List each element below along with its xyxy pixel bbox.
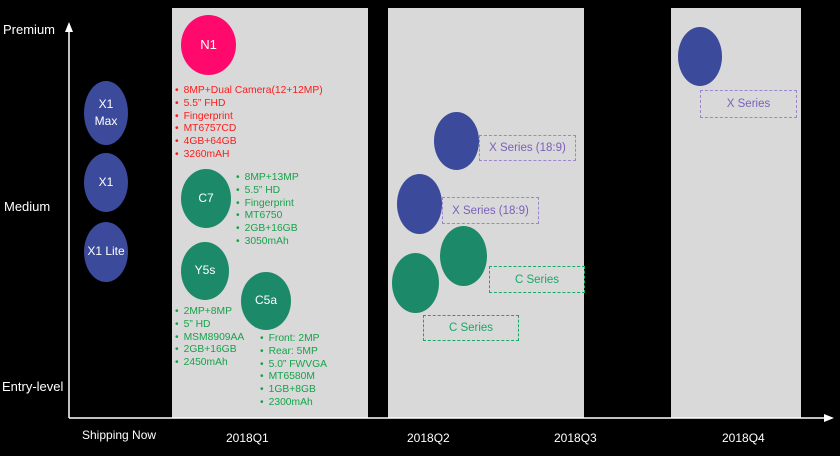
bubble-c7: C7: [181, 169, 231, 228]
bubble-x1: X1: [84, 153, 128, 212]
y-label-medium: Medium: [4, 199, 51, 214]
bubble-c-series-upper: [440, 226, 487, 286]
spec-item: 5.5” HD: [236, 185, 299, 198]
spec-item: MT6750: [236, 210, 299, 223]
spec-item: 5.0” FWVGA: [260, 359, 327, 372]
spec-item: 2GB+16GB: [175, 344, 244, 357]
spec-list-n1: 8MP+Dual Camera(12+12MP) 5.5” FHD Finger…: [175, 85, 323, 162]
spec-item: 8MP+13MP: [236, 172, 299, 185]
y-label-premium: Premium: [3, 22, 56, 37]
bubble-c-series-lower: [392, 253, 439, 313]
spec-item: MSM8909AA: [175, 332, 245, 345]
spec-item: 3260mAH: [175, 149, 323, 162]
spec-item: 5.5” FHD: [175, 98, 323, 111]
label-c-series-lower: C Series: [423, 315, 519, 341]
bubble-x-series-upper: [434, 112, 479, 170]
spec-list-c5a: Front: 2MP Rear: 5MP 5.0” FWVGA MT6580M …: [260, 333, 327, 410]
spec-item: Rear: 5MP: [260, 346, 327, 359]
spec-item: 8MP+Dual Camera(12+12MP): [175, 85, 323, 98]
spec-item: 1GB+8GB: [260, 384, 327, 397]
label-x-series-18-9-lower: X Series (18:9): [442, 197, 539, 224]
x-label-2018q2: 2018Q2: [407, 431, 450, 445]
bubble-x-series-q4: [678, 27, 722, 86]
bubble-x1-max: X1 Max: [84, 81, 128, 145]
x-label-2018q3: 2018Q3: [554, 431, 597, 445]
spec-list-y5s: 2MP+8MP 5” HD MSM8909AA 2GB+16GB 2450mAh: [175, 306, 245, 370]
bubble-c5a: C5a: [241, 272, 291, 330]
label-c-series-upper: C Series: [489, 266, 585, 293]
spec-item: 2450mAh: [175, 357, 244, 370]
spec-list-c7: 8MP+13MP 5.5” HD Fingerprint MT6750 2GB+…: [236, 172, 299, 249]
y-label-entry: Entry-level: [2, 379, 64, 394]
spec-item: Front: 2MP: [260, 333, 327, 346]
bubble-y5s: Y5s: [181, 242, 229, 300]
spec-item: 2MP+8MP: [175, 306, 244, 319]
spec-item: 5” HD: [175, 319, 244, 332]
bubble-x-series-lower: [397, 174, 442, 234]
spec-item: 4GB+64GB: [175, 136, 323, 149]
spec-item: MT6757CD: [175, 123, 323, 136]
x-label-shipping-now: Shipping Now: [82, 428, 157, 442]
spec-item: 2300mAh: [260, 397, 327, 410]
spec-item: 3050mAh: [236, 236, 299, 249]
x-label-2018q4: 2018Q4: [722, 431, 765, 445]
label-x-series-18-9-upper: X Series (18:9): [479, 135, 576, 161]
bubble-n1: N1: [181, 15, 236, 75]
spec-item: Fingerprint: [236, 198, 299, 211]
bubble-x1-lite: X1 Lite: [84, 222, 128, 282]
spec-item: 2GB+16GB: [236, 223, 299, 236]
spec-item: Fingerprint: [175, 111, 323, 124]
label-x-series-q4: X Series: [700, 90, 797, 118]
spec-item: MT6580M: [260, 371, 327, 384]
x-label-2018q1: 2018Q1: [226, 431, 269, 445]
